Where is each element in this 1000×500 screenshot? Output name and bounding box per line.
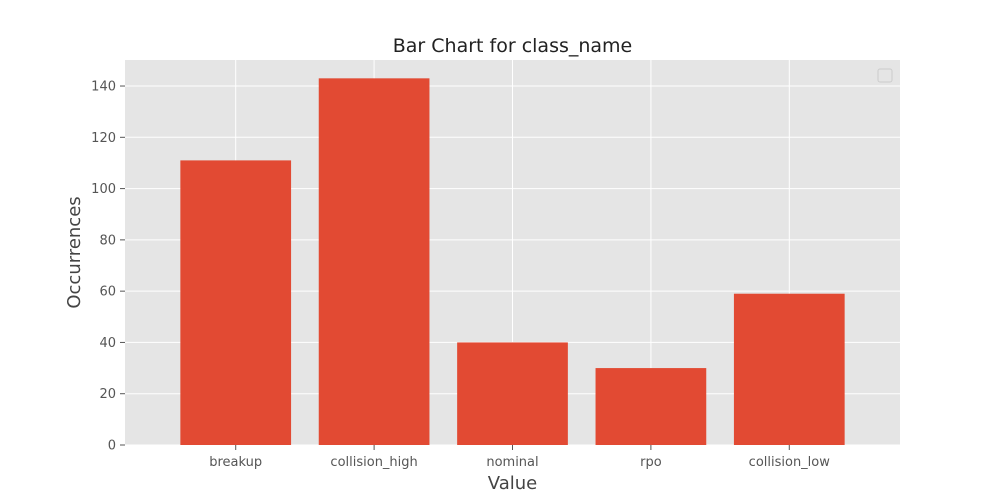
bar-collision_low xyxy=(733,293,845,445)
bar-breakup xyxy=(180,160,292,445)
y-tick-label: 20 xyxy=(99,387,116,402)
y-tick-label: 140 xyxy=(91,80,116,95)
x-tick-label: rpo xyxy=(640,455,662,470)
x-axis-ticks: breakup collision_high nominal rpo collision… xyxy=(209,445,830,470)
x-tick-label: nominal xyxy=(486,455,538,470)
y-tick-label: 100 xyxy=(91,182,116,197)
y-tick-label: 80 xyxy=(99,233,116,248)
y-tick-label: 0 xyxy=(108,439,116,454)
legend-box xyxy=(877,68,893,83)
y-axis-ticks: 0 20 40 60 80 100 120 140 xyxy=(91,80,125,454)
y-axis-title: Occurrences xyxy=(64,196,85,308)
bar-rpo xyxy=(595,368,707,445)
x-tick-label: collision_low xyxy=(749,455,831,470)
bars xyxy=(180,78,845,445)
y-tick-label: 40 xyxy=(99,336,116,351)
y-tick-label: 120 xyxy=(91,131,116,146)
bar-collision_high xyxy=(318,78,430,445)
chart-title: Bar Chart for class_name xyxy=(393,35,633,57)
y-tick-label: 60 xyxy=(99,285,116,300)
x-tick-label: collision_high xyxy=(330,455,417,470)
x-axis-title: Value xyxy=(488,473,537,494)
bar-nominal xyxy=(457,342,568,445)
x-tick-label: breakup xyxy=(209,455,262,470)
